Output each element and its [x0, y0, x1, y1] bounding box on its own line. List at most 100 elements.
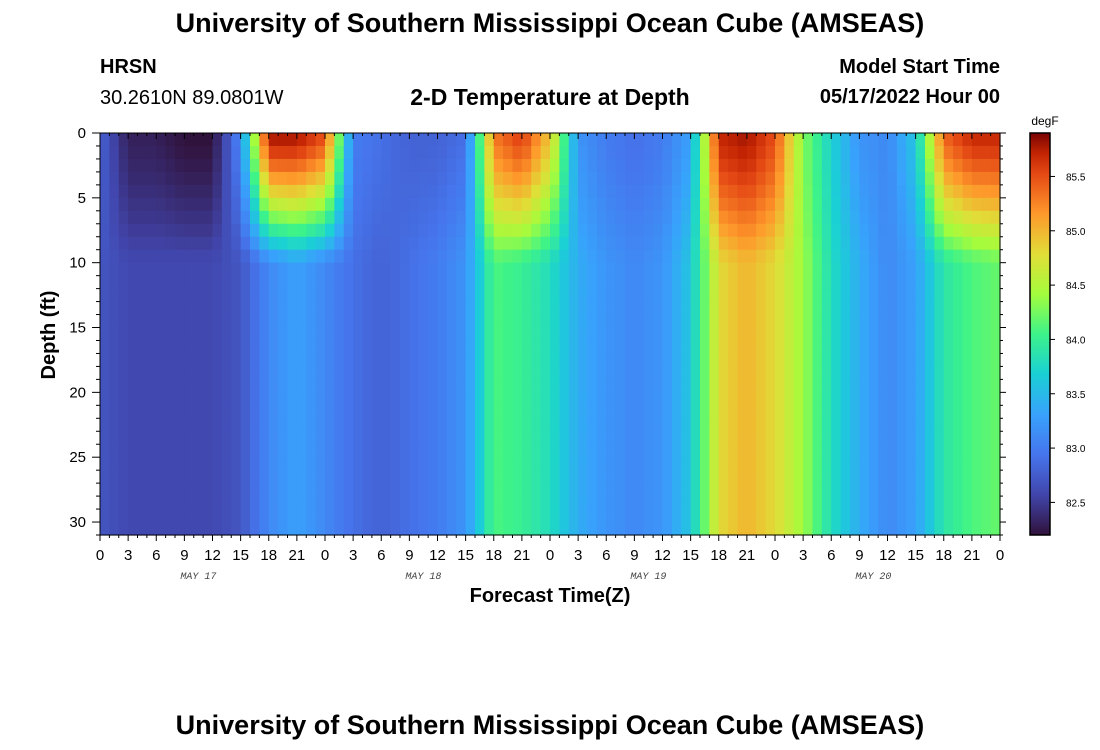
heatmap-cell	[334, 340, 345, 355]
heatmap-cell	[775, 158, 785, 173]
heatmap-cell	[296, 405, 307, 419]
heatmap-cell	[728, 145, 739, 160]
heatmap-cell	[250, 483, 260, 497]
heatmap-cell	[296, 509, 307, 523]
heatmap-cell	[353, 133, 364, 147]
heatmap-cell	[165, 236, 176, 251]
heatmap-cell	[287, 236, 298, 251]
heatmap-cell	[268, 392, 279, 406]
x-tick-label: 9	[630, 547, 638, 564]
heatmap-cell	[578, 210, 589, 225]
heatmap-cell	[943, 223, 954, 238]
heatmap-cell	[878, 171, 889, 186]
heatmap-cell	[896, 236, 907, 251]
heatmap-cell	[175, 210, 185, 225]
heatmap-cell	[784, 301, 795, 316]
heatmap-cell	[840, 145, 851, 160]
heatmap-cell	[578, 236, 589, 251]
heatmap-cell	[540, 496, 551, 510]
heatmap-cell	[671, 158, 682, 173]
heatmap-cell	[268, 210, 279, 225]
heatmap-cell	[896, 158, 907, 173]
heatmap-cell	[568, 158, 579, 173]
heatmap-cell	[662, 470, 673, 484]
heatmap-cell	[634, 145, 645, 160]
heatmap-cell	[775, 340, 785, 355]
heatmap-cell	[728, 470, 739, 484]
heatmap-cell	[156, 133, 167, 147]
heatmap-cell	[175, 496, 185, 510]
heatmap-cell	[259, 353, 270, 368]
colorbar-tick-label: 83.5	[1066, 390, 1086, 401]
x-tick-label: 18	[485, 547, 502, 564]
heatmap-cell	[137, 197, 148, 212]
heatmap-cell	[671, 366, 682, 380]
heatmap-cell	[446, 184, 457, 199]
heatmap-cell	[156, 314, 167, 329]
heatmap-cell	[137, 431, 148, 445]
heatmap-cell	[484, 288, 495, 303]
heatmap-cell	[409, 288, 420, 303]
heatmap-cell	[531, 457, 542, 471]
heatmap-cell	[746, 184, 757, 199]
heatmap-cell	[775, 379, 785, 393]
heatmap-cell	[925, 418, 935, 432]
heatmap-cell	[484, 509, 495, 523]
heatmap-cell	[746, 483, 757, 497]
heatmap-cell	[315, 288, 326, 303]
heatmap-cell	[109, 483, 120, 497]
heatmap-cell	[756, 431, 767, 445]
heatmap-cell	[400, 418, 410, 432]
heatmap-cell	[343, 145, 354, 160]
heatmap-cell	[568, 236, 579, 251]
heatmap-cell	[803, 379, 814, 393]
heatmap-cell	[737, 197, 748, 212]
heatmap-cell	[493, 340, 504, 355]
heatmap-cell	[915, 145, 926, 160]
heatmap-cell	[887, 353, 898, 368]
heatmap-cell	[737, 236, 748, 251]
heatmap-cell	[596, 133, 607, 147]
day-label: MAY 17	[180, 572, 216, 583]
day-label: MAY 19	[630, 572, 666, 583]
heatmap-cell	[915, 133, 926, 147]
heatmap-cell	[906, 340, 917, 355]
heatmap-cell	[953, 509, 964, 523]
heatmap-cell	[193, 366, 204, 380]
heatmap-cell	[409, 249, 420, 264]
heatmap-cell	[709, 340, 720, 355]
heatmap-cell	[700, 340, 710, 355]
heatmap-cell	[550, 392, 560, 406]
heatmap-cell	[587, 496, 598, 510]
heatmap-cell	[212, 444, 223, 458]
heatmap-cell	[596, 496, 607, 510]
heatmap-cell	[803, 496, 814, 510]
heatmap-cell	[671, 133, 682, 147]
heatmap-cell	[700, 236, 710, 251]
heatmap-cell	[156, 431, 167, 445]
heatmap-cell	[156, 249, 167, 264]
heatmap-cell	[709, 522, 720, 536]
heatmap-cell	[512, 197, 523, 212]
heatmap-cell	[971, 236, 982, 251]
heatmap-cell	[643, 405, 654, 419]
heatmap-cell	[306, 158, 317, 173]
heatmap-cell	[128, 457, 139, 471]
heatmap-cell	[700, 405, 710, 419]
heatmap-cell	[746, 431, 757, 445]
heatmap-cell	[146, 431, 157, 445]
heatmap-cell	[362, 379, 373, 393]
heatmap-cell	[915, 379, 926, 393]
heatmap-cell	[118, 457, 129, 471]
heatmap-cell	[887, 392, 898, 406]
heatmap-cell	[953, 353, 964, 368]
heatmap-cell	[953, 327, 964, 342]
heatmap-cell	[981, 379, 992, 393]
heatmap-cell	[643, 431, 654, 445]
heatmap-cell	[990, 301, 1001, 316]
heatmap-cell	[868, 249, 879, 264]
heatmap-cell	[287, 158, 298, 173]
heatmap-cell	[334, 327, 345, 342]
x-tick-label: 15	[682, 547, 699, 564]
heatmap-cell	[728, 171, 739, 186]
